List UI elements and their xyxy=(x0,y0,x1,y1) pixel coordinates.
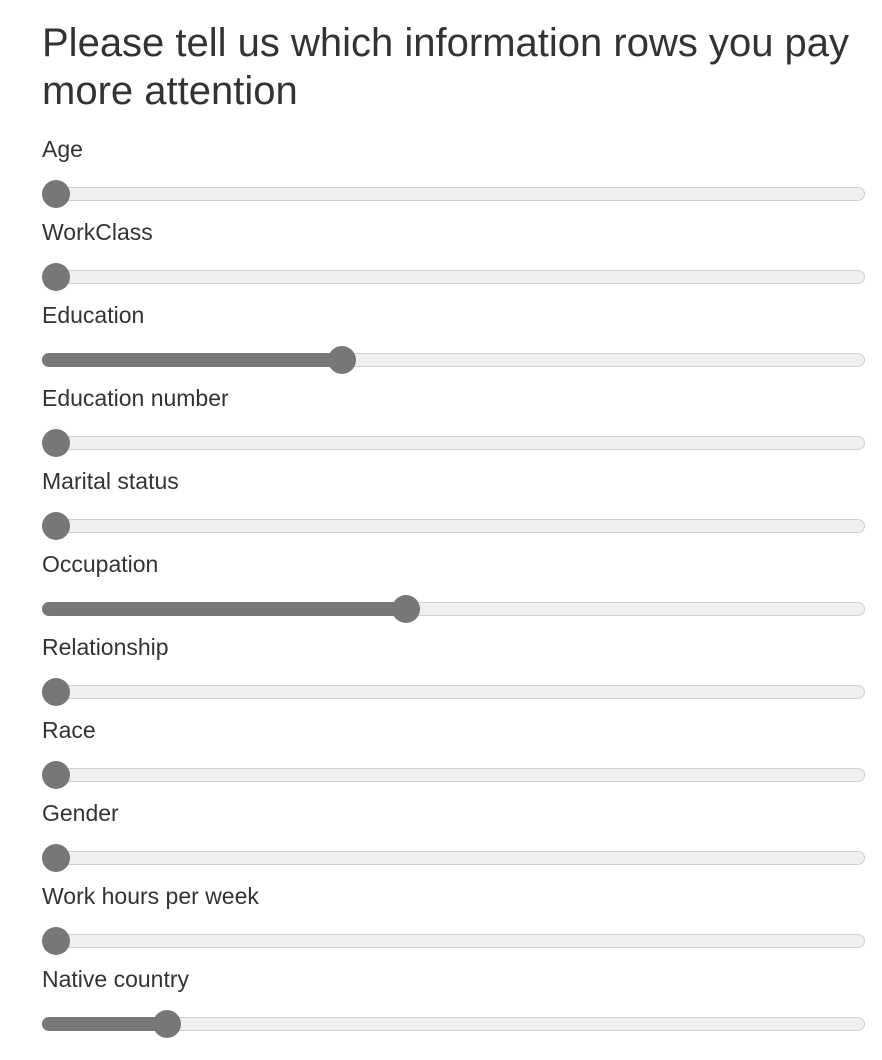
slider-thumb[interactable] xyxy=(153,1010,182,1038)
slider-row-age: Age xyxy=(42,129,865,212)
slider-age[interactable] xyxy=(42,180,865,208)
slider-thumb[interactable] xyxy=(42,180,70,208)
slider-label: Work hours per week xyxy=(42,883,259,909)
slider-row-race: Race xyxy=(42,710,865,793)
slider-track[interactable] xyxy=(42,519,865,533)
slider-row-native-country: Native country xyxy=(42,959,865,1042)
slider-label: WorkClass xyxy=(42,219,153,245)
slider-label: Marital status xyxy=(42,468,179,494)
slider-track[interactable] xyxy=(42,685,865,699)
slider-thumb[interactable] xyxy=(42,429,70,457)
slider-workclass[interactable] xyxy=(42,263,865,291)
slider-label: Education number xyxy=(42,385,229,411)
slider-row-gender: Gender xyxy=(42,793,865,876)
slider-thumb[interactable] xyxy=(42,761,70,789)
slider-marital-status[interactable] xyxy=(42,512,865,540)
slider-row-education: Education xyxy=(42,295,865,378)
slider-track[interactable] xyxy=(42,270,865,284)
slider-label: Occupation xyxy=(42,551,159,577)
slider-label: Gender xyxy=(42,800,119,826)
slider-thumb[interactable] xyxy=(42,844,70,872)
slider-track[interactable] xyxy=(42,436,865,450)
slider-label: Education xyxy=(42,302,145,328)
slider-row-education-number: Education number xyxy=(42,378,865,461)
slider-thumb[interactable] xyxy=(328,346,357,374)
slider-label: Age xyxy=(42,136,83,162)
attention-form: Please tell us which information rows yo… xyxy=(42,0,865,1042)
slider-label: Race xyxy=(42,717,96,743)
slider-label: Native country xyxy=(42,966,190,992)
slider-fill xyxy=(42,602,406,616)
slider-row-occupation: Occupation xyxy=(42,544,865,627)
slider-thumb[interactable] xyxy=(42,927,70,955)
slider-thumb[interactable] xyxy=(42,512,70,540)
slider-thumb[interactable] xyxy=(391,595,420,623)
page-title: Please tell us which information rows yo… xyxy=(42,21,850,113)
slider-gender[interactable] xyxy=(42,844,865,872)
slider-education[interactable] xyxy=(42,346,865,374)
slider-track[interactable] xyxy=(42,187,865,201)
slider-education-number[interactable] xyxy=(42,429,865,457)
slider-row-workclass: WorkClass xyxy=(42,212,865,295)
slider-native-country[interactable] xyxy=(42,1010,865,1038)
slider-fill xyxy=(42,353,343,367)
slider-row-marital-status: Marital status xyxy=(42,461,865,544)
slider-row-relationship: Relationship xyxy=(42,627,865,710)
slider-thumb[interactable] xyxy=(42,678,70,706)
slider-track[interactable] xyxy=(42,768,865,782)
slider-race[interactable] xyxy=(42,761,865,789)
slider-thumb[interactable] xyxy=(42,263,70,291)
slider-track[interactable] xyxy=(42,851,865,865)
slider-occupation[interactable] xyxy=(42,595,865,623)
slider-fill xyxy=(42,1017,168,1031)
slider-row-work-hours: Work hours per week xyxy=(42,876,865,959)
slider-label: Relationship xyxy=(42,634,169,660)
slider-track[interactable] xyxy=(42,934,865,948)
slider-relationship[interactable] xyxy=(42,678,865,706)
slider-work-hours[interactable] xyxy=(42,927,865,955)
